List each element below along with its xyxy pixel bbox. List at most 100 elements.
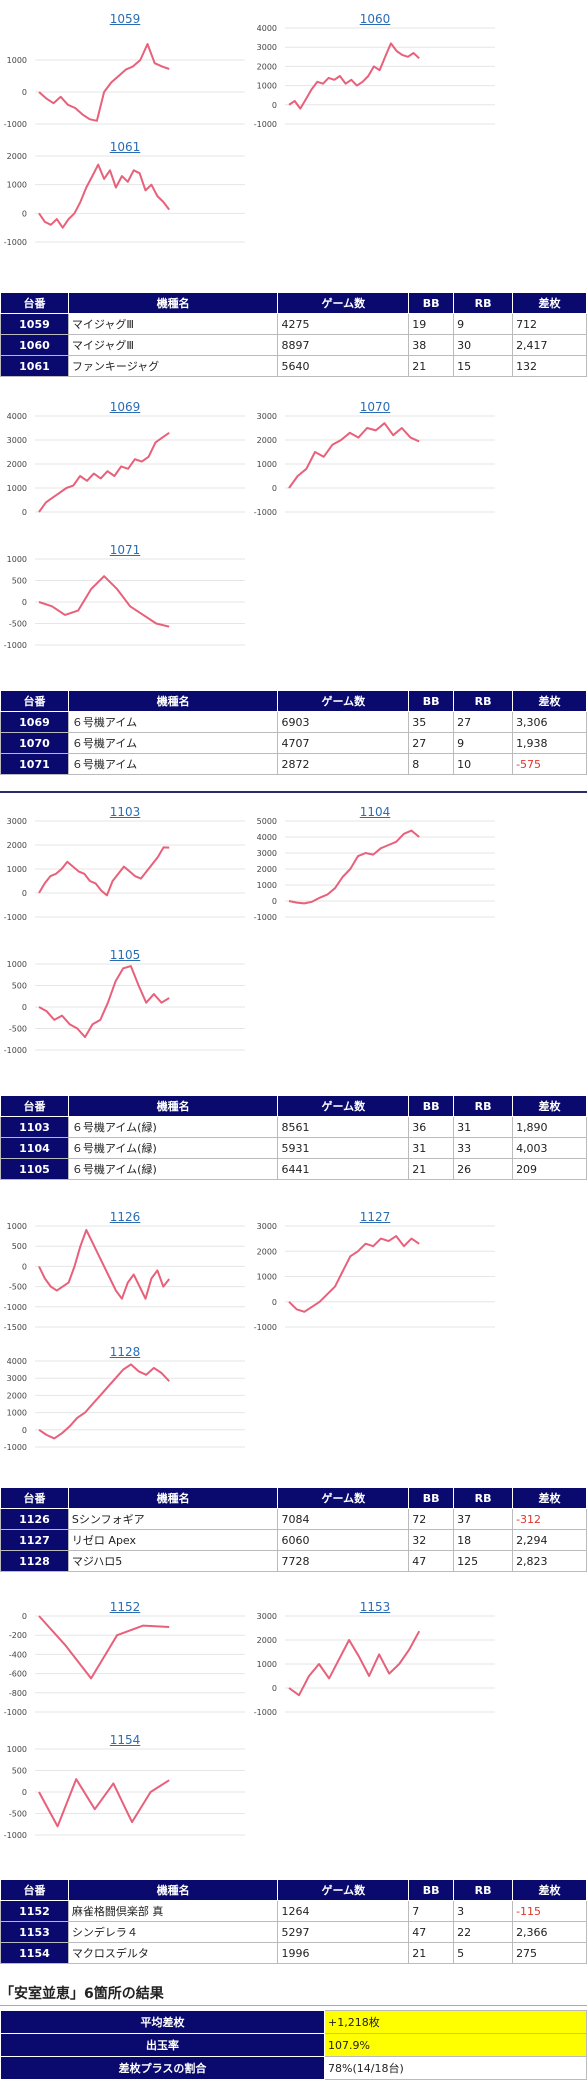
diff-series-line [38,1615,170,1680]
table-row: 1071 ６号機アイム 2872 8 10 -575 [0,753,587,775]
y-tick-label: 500 [12,577,27,586]
diff-series-line [38,846,170,897]
machine-name: Sシンフォギア [67,1508,279,1530]
chart-title-link[interactable]: 1128 [109,1345,141,1359]
y-tick-label: 4000 [257,24,277,33]
column-header: 台番 [0,1487,69,1509]
y-tick-label: 3000 [257,412,277,421]
chart-1069: 1069 4000 3000 2000 1000 0 [0,400,250,520]
y-tick-label: 1000 [257,881,277,890]
y-tick-label: 2000 [257,1247,277,1256]
chart-title-link[interactable]: 1153 [359,1600,391,1614]
result-value: 107.9% [324,2033,587,2057]
table-header-row: 台番 機種名 ゲーム数 BB RB 差枚 [0,292,587,314]
table-row: 1103 ６号機アイム(緑) 8561 36 31 1,890 [0,1116,587,1138]
game-count: 7728 [277,1550,410,1572]
diff-value: 1,938 [512,732,587,754]
y-tick-label: 1000 [257,82,277,91]
chart-title-link[interactable]: 1154 [109,1733,141,1747]
chart-title-link[interactable]: 1069 [109,400,141,414]
game-count: 4707 [277,732,410,754]
y-tick-label: 2000 [257,436,277,445]
table-row: 1061 ファンキージャグ 5640 21 15 132 [0,355,587,377]
diff-value: 209 [512,1158,587,1180]
y-tick-label: 0 [272,1684,277,1693]
y-tick-label: 0 [272,897,277,906]
table-header-row: 台番 機種名 ゲーム数 BB RB 差枚 [0,1487,587,1509]
column-header: 機種名 [67,1487,279,1509]
column-header: 機種名 [67,690,279,712]
chart-title-link[interactable]: 1061 [109,140,141,154]
rb-count: 5 [453,1942,514,1964]
chart-title-link[interactable]: 1059 [109,12,141,26]
diff-series-line [38,163,170,229]
chart-title-link[interactable]: 1071 [109,543,141,557]
y-tick-label: -1000 [4,1831,27,1840]
chart-1127: 1127 3000 2000 1000 0 -1000 [250,1210,500,1335]
chart-1071: 1071 1000 500 0 -500 -1000 [0,543,250,653]
y-tick-label: 1000 [257,1660,277,1669]
diff-value: 4,003 [512,1137,587,1159]
game-count: 8897 [277,334,410,356]
y-tick-label: -1000 [4,1046,27,1055]
diff-value: 2,417 [512,334,587,356]
column-header: 台番 [0,292,69,314]
chart-title-link[interactable]: 1104 [359,805,391,819]
diff-series-line [38,1229,170,1300]
y-tick-label: -500 [9,1810,27,1819]
chart-title-link[interactable]: 1105 [109,948,141,962]
chart-plot: 1000 0 -1000 [4,43,245,129]
y-tick-label: 0 [272,484,277,493]
chart-title-link[interactable]: 1060 [359,12,391,26]
machine-number: 1069 [0,711,69,733]
bb-count: 36 [408,1116,455,1138]
result-title-underline [0,2005,587,2006]
machine-number: 1127 [0,1529,69,1551]
game-count: 5640 [277,355,410,377]
column-header: 差枚 [512,1487,587,1509]
y-tick-label: 4000 [7,412,27,421]
rb-count: 31 [453,1116,514,1138]
diff-value: 275 [512,1942,587,1964]
diff-series-line [288,829,420,905]
chart-title-link[interactable]: 1127 [359,1210,391,1224]
y-tick-label: 3000 [7,1374,27,1383]
chart-title-link[interactable]: 1152 [109,1600,141,1614]
column-header: BB [408,1095,455,1117]
column-header: RB [453,690,514,712]
y-tick-label: -1000 [4,641,27,650]
y-tick-label: 0 [22,598,27,607]
y-tick-label: 2000 [257,62,277,71]
column-header: ゲーム数 [277,292,410,314]
y-tick-label: 0 [22,1788,27,1797]
y-tick-label: 1000 [7,1745,27,1754]
chart-plot: 2000 1000 0 -1000 [4,152,245,247]
diff-series-line [38,575,170,628]
diff-series-line [38,1363,170,1440]
chart-plot: 3000 2000 1000 0 -1000 [254,1222,495,1332]
y-tick-label: 2000 [7,460,27,469]
machine-name: マイジャグⅢ [67,334,279,356]
y-tick-label: 3000 [257,1612,277,1621]
bb-count: 47 [408,1550,455,1572]
machine-number: 1126 [0,1508,69,1530]
y-tick-label: 3000 [7,817,27,826]
y-tick-label: 500 [12,1767,27,1776]
chart-title-link[interactable]: 1126 [109,1210,141,1224]
column-header: 台番 [0,1879,69,1901]
bb-count: 7 [408,1900,455,1922]
table-row: 1128 マジハロ5 7728 47 125 2,823 [0,1550,587,1572]
section-divider [0,791,587,793]
column-header: 差枚 [512,1095,587,1117]
rb-count: 15 [453,355,514,377]
machine-number: 1154 [0,1942,69,1964]
chart-title-link[interactable]: 1070 [359,400,391,414]
chart-title-link[interactable]: 1103 [109,805,141,819]
y-tick-label: -1000 [4,1303,27,1312]
table-row: 1069 ６号機アイム 6903 35 27 3,306 [0,711,587,733]
machine-name: ６号機アイム [67,711,279,733]
column-header: RB [453,1879,514,1901]
y-tick-label: 2000 [7,1391,27,1400]
y-tick-label: 5000 [257,817,277,826]
y-tick-label: 1000 [7,555,27,564]
